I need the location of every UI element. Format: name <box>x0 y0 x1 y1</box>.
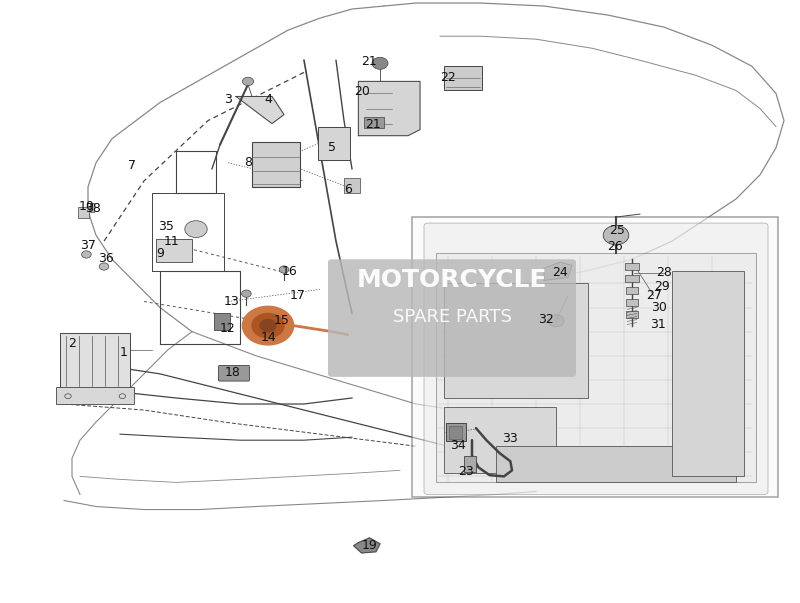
Text: 2: 2 <box>68 337 76 350</box>
Text: 15: 15 <box>274 314 290 327</box>
Circle shape <box>260 320 276 332</box>
Text: 29: 29 <box>654 280 670 293</box>
Circle shape <box>185 221 207 238</box>
Polygon shape <box>354 538 380 553</box>
Bar <box>464 456 476 472</box>
Text: 6: 6 <box>344 183 352 197</box>
Text: 16: 16 <box>282 265 298 278</box>
Bar <box>626 275 639 282</box>
Text: 21: 21 <box>365 118 381 131</box>
Text: 30: 30 <box>651 301 667 314</box>
Bar <box>60 333 130 389</box>
Text: 32: 32 <box>538 313 554 326</box>
Text: 26: 26 <box>607 239 623 253</box>
Bar <box>412 217 778 497</box>
Bar <box>56 387 134 404</box>
Text: 3: 3 <box>224 93 232 106</box>
Bar <box>344 178 360 193</box>
Circle shape <box>242 77 254 86</box>
Text: 13: 13 <box>224 295 240 308</box>
Text: 25: 25 <box>609 224 625 237</box>
Text: 28: 28 <box>656 266 672 279</box>
Text: 33: 33 <box>502 432 518 446</box>
Text: 19: 19 <box>362 539 378 552</box>
FancyBboxPatch shape <box>328 259 576 377</box>
Circle shape <box>279 266 289 273</box>
Text: 7: 7 <box>128 159 136 172</box>
Circle shape <box>242 306 294 345</box>
Bar <box>214 313 230 330</box>
Bar <box>444 66 482 90</box>
Circle shape <box>82 251 91 258</box>
Polygon shape <box>236 96 284 124</box>
Text: 1: 1 <box>120 346 128 359</box>
Circle shape <box>603 226 629 245</box>
Polygon shape <box>358 81 420 136</box>
Text: 9: 9 <box>156 247 164 260</box>
Text: 35: 35 <box>158 219 174 233</box>
Bar <box>444 407 556 473</box>
Circle shape <box>548 315 564 327</box>
Text: 38: 38 <box>85 201 101 215</box>
Text: 18: 18 <box>225 366 241 379</box>
Bar <box>626 311 638 318</box>
Bar <box>444 283 588 398</box>
FancyBboxPatch shape <box>218 365 250 381</box>
Text: 22: 22 <box>440 71 456 84</box>
Bar <box>90 203 94 212</box>
Bar <box>496 446 736 482</box>
Text: 31: 31 <box>650 318 666 331</box>
Text: 11: 11 <box>164 235 180 248</box>
Text: 12: 12 <box>220 322 236 335</box>
Circle shape <box>252 314 284 338</box>
Circle shape <box>242 290 251 297</box>
Polygon shape <box>544 262 572 280</box>
Bar <box>156 239 192 262</box>
Bar <box>446 423 466 441</box>
Text: 20: 20 <box>354 85 370 98</box>
Bar <box>449 426 462 439</box>
Bar <box>252 142 300 187</box>
Text: 14: 14 <box>261 331 277 344</box>
Circle shape <box>99 263 109 270</box>
Bar <box>318 127 350 160</box>
Text: 21: 21 <box>361 55 377 68</box>
Text: SPARE PARTS: SPARE PARTS <box>393 308 511 326</box>
Text: 17: 17 <box>290 289 306 302</box>
Text: MOTORCYCLE: MOTORCYCLE <box>357 268 547 292</box>
Text: 24: 24 <box>552 266 568 279</box>
Text: 34: 34 <box>450 438 466 452</box>
Bar <box>625 263 639 270</box>
Text: 27: 27 <box>646 289 662 302</box>
Text: 8: 8 <box>244 156 252 169</box>
Text: 4: 4 <box>264 93 272 106</box>
Bar <box>436 253 756 482</box>
Circle shape <box>372 57 388 69</box>
Text: 36: 36 <box>98 251 114 265</box>
Bar <box>626 299 638 306</box>
Text: 37: 37 <box>80 239 96 252</box>
Text: 10: 10 <box>78 200 94 213</box>
Bar <box>626 287 638 294</box>
FancyBboxPatch shape <box>424 223 768 494</box>
Text: 23: 23 <box>458 465 474 478</box>
Bar <box>78 207 89 218</box>
Text: 5: 5 <box>328 141 336 154</box>
Bar <box>672 271 744 476</box>
Bar <box>364 117 384 128</box>
